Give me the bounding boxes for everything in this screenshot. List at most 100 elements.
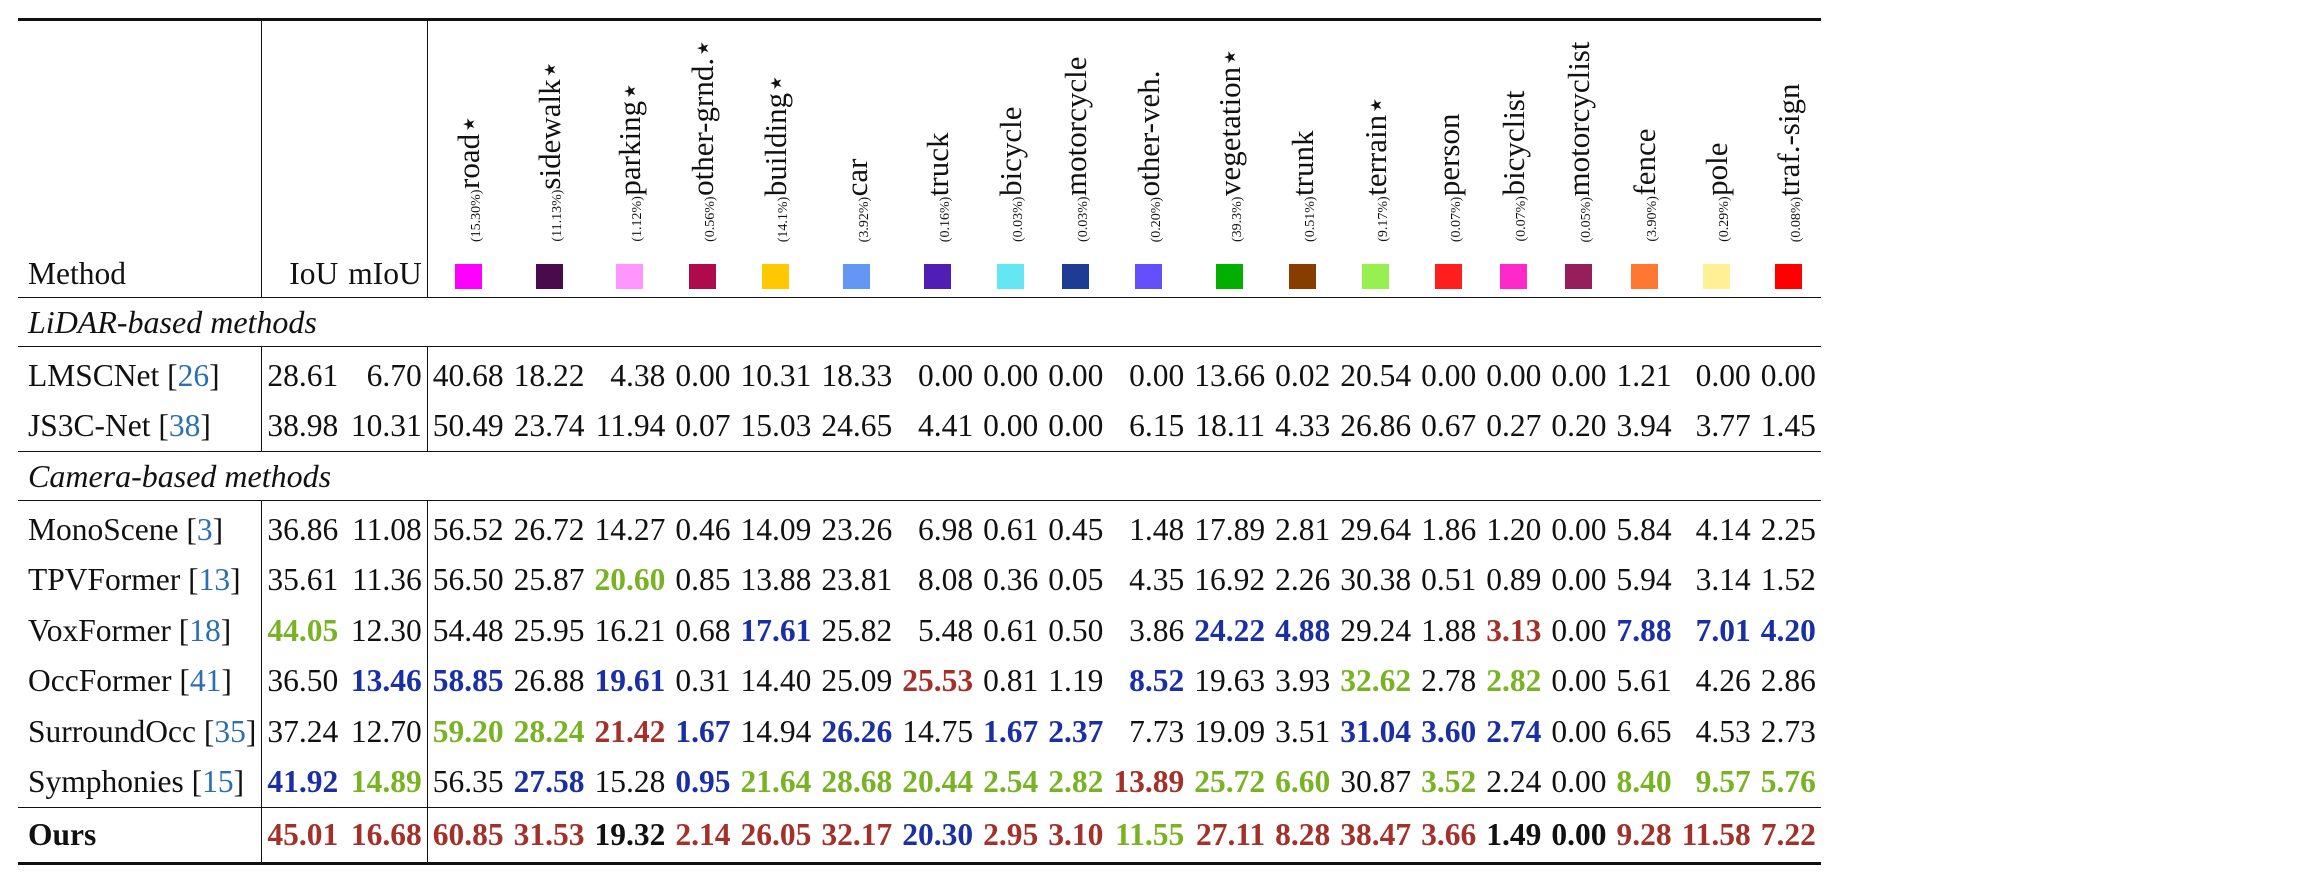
class-value-cell: 3.86 — [1129, 612, 1185, 648]
table-row: VoxFormer [18] 44.05 12.30 54.48 25.95 16.21 0… — [18, 605, 1821, 656]
class-value-cell: 1.88 — [1421, 612, 1477, 648]
header-row: Method IoU mIoU road⋆ (15.30%) sidewalk⋆ (1… — [18, 19, 1821, 298]
table-row: OccFormer [41] 36.50 13.46 58.85 26.88 19.61 0… — [18, 655, 1821, 706]
class-value-cell: 10.31 — [740, 357, 812, 393]
citation-link[interactable]: 38 — [168, 408, 201, 443]
class-value-cell: 2.73 — [1760, 713, 1816, 749]
citation-link[interactable]: 3 — [196, 511, 213, 547]
citation-link[interactable]: 13 — [198, 562, 231, 597]
class-value-cell: 0.00 — [983, 357, 1039, 393]
class-value-cell: 25.09 — [821, 663, 893, 698]
citation-link[interactable]: 35 — [214, 713, 246, 749]
class-name: bicycle — [993, 106, 1029, 197]
class-value-cell: 7.01 — [1695, 612, 1751, 648]
class-value-cell: 4.41 — [917, 408, 974, 443]
class-value-cell: 0.00 — [1551, 764, 1607, 799]
citation-link[interactable]: 15 — [202, 764, 234, 799]
class-value-cell: 0.61 — [983, 612, 1039, 648]
class-value-cell: 0.61 — [983, 511, 1039, 547]
method-name: JS3C-Net — [28, 408, 151, 443]
class-value-cell: 15.03 — [740, 408, 812, 443]
class-value-cell: 0.00 — [1048, 357, 1104, 393]
class-value-cell: 9.57 — [1695, 764, 1751, 799]
class-value-cell: 31.04 — [1340, 713, 1412, 749]
class-value-cell: 11.55 — [1108, 807, 1190, 865]
class-color-swatch — [689, 264, 717, 289]
class-color-swatch — [762, 264, 790, 289]
class-value-cell: 32.17 — [816, 807, 898, 865]
method-name: OccFormer — [28, 663, 172, 698]
class-value-cell: 3.10 — [1043, 807, 1109, 865]
class-value-cell: 0.00 — [1421, 357, 1477, 393]
class-value-cell: 56.50 — [426, 554, 509, 605]
iou-cell: 28.61 — [261, 346, 344, 401]
miou-cell: 16.68 — [343, 807, 428, 865]
class-value-cell: 0.00 — [1551, 713, 1607, 749]
class-value-cell: 0.20 — [1551, 408, 1607, 443]
class-value-cell: 13.66 — [1194, 357, 1266, 393]
class-value-cell: 26.86 — [1340, 408, 1412, 443]
method-cell: Symphonies [15] — [28, 764, 245, 799]
method-name: Ours — [28, 817, 97, 853]
class-value-cell: 0.89 — [1486, 562, 1542, 597]
class-header: bicycle (0.03%) — [978, 20, 1043, 298]
class-value-cell: 3.13 — [1486, 612, 1542, 648]
class-value-cell: 3.14 — [1695, 562, 1751, 597]
table-body: LiDAR-based methods LMSCNet [26] 28.61 6.70… — [18, 297, 1821, 865]
class-value-cell: 2.25 — [1760, 511, 1816, 547]
class-value-cell: 0.46 — [675, 511, 731, 547]
method-name: LMSCNet — [28, 357, 160, 393]
class-value-cell: 16.92 — [1194, 562, 1266, 597]
class-name: vegetation⋆ — [1212, 47, 1248, 197]
class-value-cell: 20.54 — [1340, 357, 1412, 393]
class-value-cell: 4.35 — [1129, 562, 1185, 597]
class-value-cell: 0.00 — [1551, 663, 1607, 698]
class-color-swatch — [924, 264, 952, 289]
class-percentage: (15.30%) — [468, 189, 484, 243]
miou-cell: 14.89 — [350, 764, 422, 799]
class-value-cell: 0.00 — [1048, 408, 1104, 443]
class-percentage: (0.07%) — [1514, 196, 1530, 243]
class-header: trunk (0.51%) — [1270, 20, 1335, 298]
class-value-cell: 19.61 — [594, 663, 666, 698]
class-value-cell: 4.33 — [1275, 408, 1331, 443]
method-cell: JS3C-Net [38] — [28, 408, 211, 443]
method-cell: TPVFormer [13] — [28, 562, 241, 597]
class-value-cell: 2.82 — [1048, 764, 1104, 799]
citation-link[interactable]: 18 — [189, 612, 221, 648]
class-value-cell: 6.15 — [1129, 408, 1185, 443]
method-name: MonoScene — [28, 511, 179, 547]
class-header: bicyclist (0.07%) — [1481, 20, 1546, 298]
citation-link[interactable]: 41 — [189, 663, 222, 698]
class-percentage: (1.12%) — [630, 196, 646, 243]
class-value-cell: 32.62 — [1340, 663, 1412, 698]
class-value-cell: 8.40 — [1616, 764, 1672, 799]
class-header: traf.-sign (0.08%) — [1756, 20, 1821, 298]
class-value-cell: 27.11 — [1189, 807, 1271, 865]
class-name: motorcycle — [1058, 57, 1094, 197]
class-value-cell: 18.33 — [821, 357, 893, 393]
class-percentage: (0.03%) — [1011, 196, 1027, 243]
class-percentage: (0.16%) — [938, 196, 954, 243]
class-header: building⋆ (14.1%) — [735, 20, 816, 298]
class-value-cell: 0.51 — [1421, 562, 1477, 597]
iou-cell: 38.98 — [261, 400, 344, 452]
class-value-cell: 56.35 — [426, 756, 509, 808]
class-value-cell: 0.00 — [675, 357, 731, 393]
class-value-cell: 1.49 — [1481, 807, 1547, 865]
class-value-cell: 3.77 — [1695, 408, 1751, 443]
table-row: MonoScene [3] 36.86 11.08 56.52 26.72 14.27 0.… — [18, 500, 1821, 555]
class-value-cell: 27.58 — [513, 764, 585, 799]
class-percentage: (0.29%) — [1716, 196, 1732, 243]
class-value-cell: 6.65 — [1616, 713, 1672, 749]
class-value-cell: 2.82 — [1486, 663, 1542, 698]
class-value-cell: 3.94 — [1616, 408, 1672, 443]
class-color-swatch — [535, 264, 563, 289]
class-value-cell: 4.20 — [1760, 612, 1816, 648]
class-name: fence — [1626, 129, 1662, 197]
class-value-cell: 19.09 — [1194, 713, 1266, 749]
class-value-cell: 4.38 — [610, 357, 666, 393]
class-name: building⋆ — [758, 73, 794, 197]
class-value-cell: 20.30 — [897, 807, 979, 865]
citation-link[interactable]: 26 — [177, 357, 210, 393]
